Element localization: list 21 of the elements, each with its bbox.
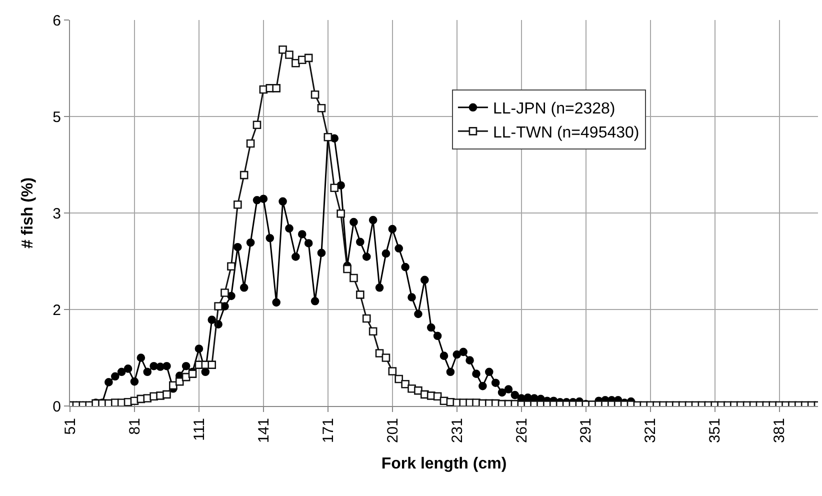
legend-label: LL-JPN (n=2328)	[492, 100, 616, 118]
y-tick-label: 5	[52, 108, 61, 126]
x-tick-label: 171	[320, 418, 337, 444]
x-tick-label: 231	[448, 418, 466, 444]
y-tick-label: 0	[52, 398, 61, 416]
y-tick-label: 2	[52, 302, 61, 319]
x-tick-label: 81	[126, 418, 144, 435]
y-axis-title: # fish (%)	[20, 177, 37, 249]
y-tick-label: 6	[52, 12, 61, 30]
x-tick-label: 51	[62, 418, 79, 435]
x-tick-label: 381	[771, 418, 788, 444]
x-tick-label: 201	[384, 418, 402, 444]
x-tick-label: 321	[642, 418, 660, 444]
x-axis-title: Fork length (cm)	[381, 456, 507, 473]
y-tick-label: 3	[52, 205, 61, 222]
x-tick-label: 111	[190, 418, 208, 441]
x-tick-label: 291	[578, 418, 595, 444]
x-tick-label: 141	[255, 418, 272, 444]
x-tick-label: 261	[513, 418, 530, 444]
x-tick-label: 351	[706, 418, 724, 444]
legend-label: LL-TWN (n=495430)	[492, 124, 640, 142]
